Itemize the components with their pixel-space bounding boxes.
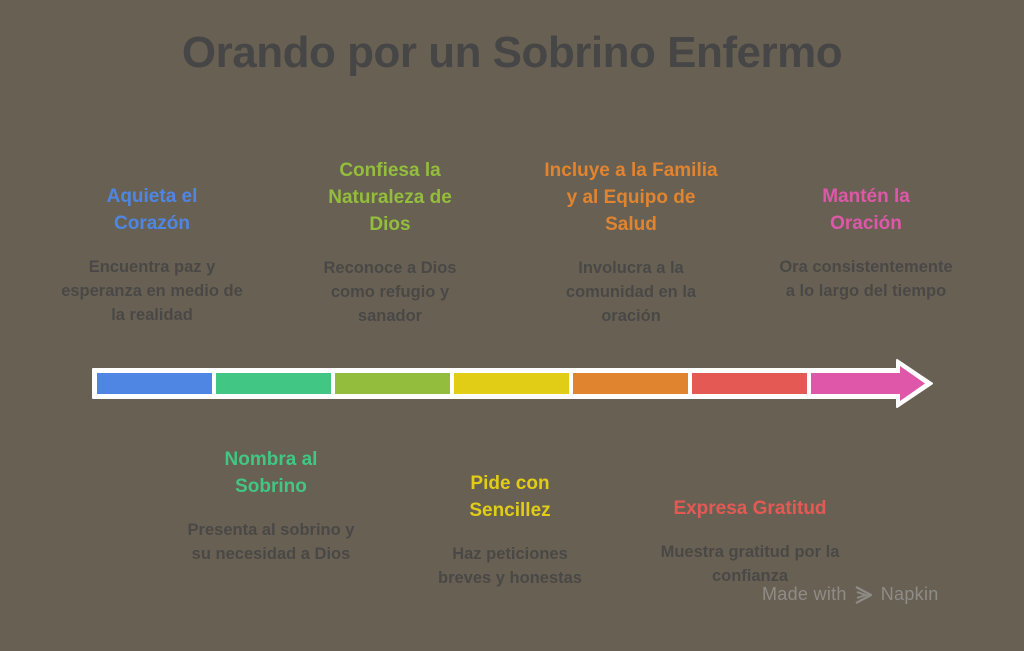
step-description: Haz peticiones breves y honestas — [438, 545, 582, 587]
step-3: Confiesa la Naturaleza de Dios Reconoce … — [290, 157, 490, 328]
step-description: Reconoce a Dios como refugio y sanador — [323, 259, 457, 325]
segment-7-arrowhead — [811, 366, 925, 401]
step-heading: Nombra al Sobrino — [224, 449, 318, 497]
step-1: Aquieta el Corazón Encuentra paz y esper… — [52, 183, 252, 327]
step-heading: Pide con Sencillez — [469, 473, 551, 521]
step-heading: Expresa Gratitud — [673, 498, 827, 519]
step-6: Expresa Gratitud Muestra gratitud por la… — [650, 495, 850, 588]
made-with-napkin-credit: Made with Napkin — [762, 584, 939, 605]
segment-2 — [216, 373, 331, 394]
segment-5 — [573, 373, 688, 394]
made-with-label: Made with — [762, 584, 847, 604]
segment-3 — [335, 373, 450, 394]
segment-6 — [692, 373, 807, 394]
step-heading: Aquieta el Corazón — [106, 186, 198, 234]
step-heading: Mantén la Oración — [822, 186, 910, 234]
step-heading: Incluye a la Familia y al Equipo de Salu… — [544, 160, 718, 235]
step-description: Presenta al sobrino y su necesidad a Dio… — [187, 521, 355, 563]
napkin-logo-icon — [855, 585, 872, 604]
step-description: Muestra gratitud por la confianza — [660, 543, 840, 585]
step-5: Incluye a la Familia y al Equipo de Salu… — [531, 157, 731, 328]
segment-4 — [454, 373, 569, 394]
step-description: Ora consistentemente a lo largo del tiem… — [779, 258, 953, 300]
step-description: Encuentra paz y esperanza en medio de la… — [61, 258, 243, 324]
step-description: Involucra a la comunidad en la oración — [565, 259, 697, 325]
step-4: Pide con Sencillez Haz peticiones breves… — [410, 470, 610, 590]
page-title: Orando por un Sobrino Enfermo — [181, 28, 843, 77]
step-2: Nombra al Sobrino Presenta al sobrino y … — [171, 446, 371, 566]
step-heading: Confiesa la Naturaleza de Dios — [328, 160, 452, 235]
step-7: Mantén la Oración Ora consistentemente a… — [766, 183, 966, 303]
napkin-brand-label: Napkin — [880, 584, 939, 604]
segment-1 — [97, 373, 212, 394]
